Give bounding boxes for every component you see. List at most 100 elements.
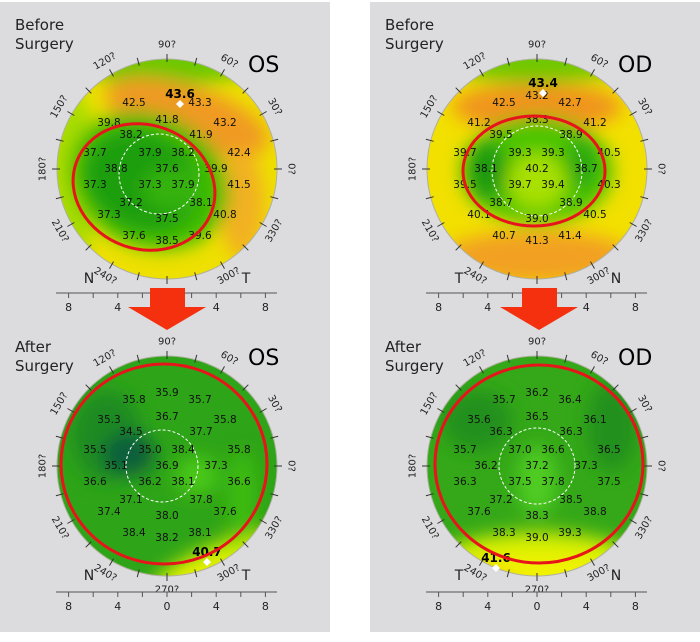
down-arrow-od: [500, 288, 578, 330]
curvature-value: 40.5: [583, 209, 606, 221]
curvature-value: 43.2: [213, 117, 236, 129]
angle-label: 30?: [265, 393, 284, 414]
curvature-value: 38.5: [155, 235, 178, 247]
scale-label: 8: [632, 301, 639, 314]
treatment-zone-ring: [433, 363, 645, 565]
curvature-value: 38.9: [559, 197, 582, 209]
scale-label: 4: [484, 301, 491, 314]
angle-label: 90?: [158, 40, 176, 51]
curvature-value: 38.8: [104, 163, 127, 175]
angle-tick: [67, 222, 75, 227]
angle-tick: [242, 541, 249, 548]
max-curvature-value: 43.6: [165, 87, 195, 101]
title-line-2: Surgery: [385, 35, 444, 53]
angle-tick: [506, 354, 510, 363]
angle-label: 240?: [462, 563, 489, 585]
curvature-value: 41.2: [467, 117, 490, 129]
angle-tick: [55, 493, 64, 497]
left-orientation-letter: N: [84, 271, 94, 287]
angle-tick: [67, 408, 75, 413]
title-line-1: After: [385, 338, 422, 356]
scale-bar: [56, 591, 277, 597]
angle-tick: [590, 69, 595, 77]
curvature-value: 36.5: [525, 411, 548, 423]
curvature-value: 37.2: [489, 494, 512, 506]
curvature-value: 37.4: [97, 506, 121, 518]
curvature-value: 38.1: [188, 527, 211, 539]
angle-tick: [259, 222, 267, 227]
angle-label: 150?: [49, 94, 71, 121]
scale-label: 0: [164, 600, 171, 613]
angle-tick: [194, 57, 198, 66]
curvature-map: [57, 59, 277, 279]
angle-label: 90?: [158, 337, 176, 348]
angle-tick: [590, 261, 595, 269]
angle-tick: [437, 222, 445, 227]
curvature-value: 37.3: [138, 179, 161, 191]
curvature-value: 36.2: [525, 387, 548, 399]
angle-tick: [67, 111, 75, 116]
curvature-value: 41.5: [227, 179, 250, 191]
curvature-value: 35.9: [155, 387, 178, 399]
scale-label: 4: [484, 600, 491, 613]
angle-label: 60?: [588, 349, 609, 368]
angle-tick: [629, 222, 637, 227]
angle-tick: [109, 366, 114, 374]
curvature-value: 42.5: [492, 97, 515, 109]
scale-label: 8: [65, 301, 72, 314]
eye-label: OD: [618, 53, 652, 78]
angle-label: 120?: [92, 348, 119, 370]
right-orientation-letter: T: [241, 568, 251, 584]
central-zone-circle: [125, 429, 199, 503]
angle-tick: [425, 138, 434, 142]
angle-label: 210?: [419, 218, 441, 245]
angle-tick: [55, 435, 64, 439]
angle-tick: [455, 541, 462, 548]
curvature-value: 35.7: [453, 444, 476, 456]
angle-label: 120?: [462, 51, 489, 73]
angle-tick: [590, 558, 595, 566]
curvature-value: 39.3: [558, 527, 581, 539]
angle-tick: [506, 569, 510, 578]
angle-tick: [612, 541, 619, 548]
treatment-zone-ring: [71, 122, 217, 252]
curvature-value: 35.8: [122, 394, 145, 406]
curvature-value: 38.7: [489, 197, 512, 209]
angle-tick: [109, 558, 114, 566]
angle-tick: [506, 272, 510, 281]
angle-label: 30?: [265, 96, 284, 117]
right-orientation-letter: N: [611, 271, 621, 287]
angle-label: 270?: [155, 585, 179, 596]
max-curvature-value: 43.4: [528, 76, 558, 90]
angle-tick: [109, 69, 114, 77]
angle-tick: [194, 272, 198, 281]
curvature-value: 37.5: [155, 213, 178, 225]
angle-label: 30?: [635, 96, 654, 117]
angle-tick: [612, 384, 619, 391]
central-zone-circle: [118, 133, 200, 215]
scale-label: 4: [114, 600, 121, 613]
scale-bar: [426, 591, 647, 597]
angle-tick: [640, 493, 649, 497]
angle-label: 240?: [462, 266, 489, 288]
central-zone-circle: [498, 427, 576, 505]
curvature-value: 36.6: [227, 476, 251, 488]
angle-label: 90?: [528, 40, 546, 51]
angle-label: 240?: [92, 266, 119, 288]
scale-label: 8: [262, 600, 269, 613]
angle-tick: [220, 558, 225, 566]
curvature-value: 36.2: [474, 460, 497, 472]
angle-label: 0?: [656, 460, 667, 472]
curvature-value: 41.4: [558, 230, 582, 242]
curvature-value: 37.5: [597, 476, 620, 488]
curvature-value: 39.3: [541, 147, 564, 159]
curvature-value: 36.9: [155, 460, 178, 472]
curvature-value: 37.0: [508, 444, 531, 456]
curvature-value: 41.8: [155, 114, 178, 126]
angle-tick: [220, 261, 225, 269]
angle-tick: [259, 111, 267, 116]
angle-tick: [194, 569, 198, 578]
curvature-value: 38.3: [492, 527, 515, 539]
angle-label: 0?: [286, 460, 297, 472]
angle-label: 0?: [656, 163, 667, 175]
